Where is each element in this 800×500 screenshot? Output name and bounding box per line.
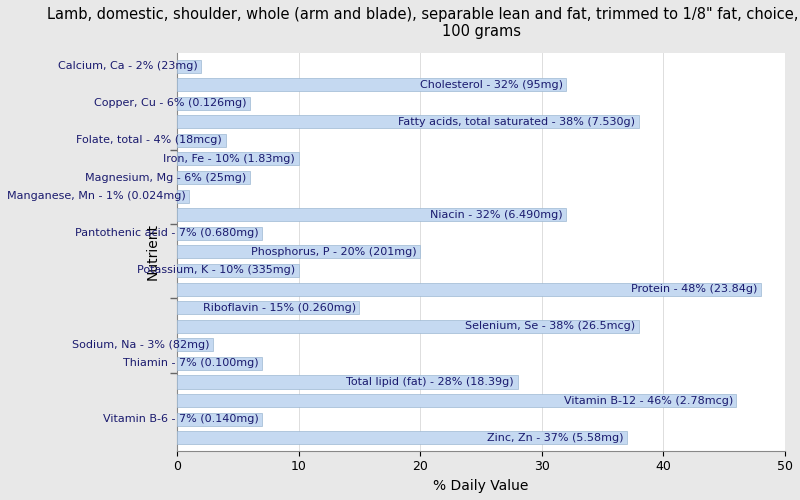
- Text: Fatty acids, total saturated - 38% (7.530g): Fatty acids, total saturated - 38% (7.53…: [398, 117, 635, 127]
- Text: Potassium, K - 10% (335mg): Potassium, K - 10% (335mg): [137, 266, 295, 276]
- Text: Zinc, Zn - 37% (5.58mg): Zinc, Zn - 37% (5.58mg): [487, 433, 623, 443]
- Bar: [177, 227, 262, 240]
- Bar: [177, 116, 639, 128]
- Bar: [177, 394, 737, 407]
- Text: Sodium, Na - 3% (82mg): Sodium, Na - 3% (82mg): [72, 340, 210, 350]
- Bar: [177, 190, 189, 202]
- Bar: [177, 60, 202, 72]
- Bar: [177, 338, 214, 351]
- Text: Phosphorus, P - 20% (201mg): Phosphorus, P - 20% (201mg): [251, 247, 417, 257]
- Text: Vitamin B-12 - 46% (2.78mcg): Vitamin B-12 - 46% (2.78mcg): [563, 396, 733, 406]
- Bar: [177, 432, 627, 444]
- Text: Niacin - 32% (6.490mg): Niacin - 32% (6.490mg): [430, 210, 562, 220]
- Text: Manganese, Mn - 1% (0.024mg): Manganese, Mn - 1% (0.024mg): [6, 191, 186, 201]
- Bar: [177, 357, 262, 370]
- Bar: [177, 134, 226, 147]
- Text: Protein - 48% (23.84g): Protein - 48% (23.84g): [630, 284, 757, 294]
- Text: Cholesterol - 32% (95mg): Cholesterol - 32% (95mg): [419, 80, 562, 90]
- Bar: [177, 152, 298, 166]
- Bar: [177, 282, 761, 296]
- Y-axis label: Nutrient: Nutrient: [146, 224, 160, 280]
- Text: Copper, Cu - 6% (0.126mg): Copper, Cu - 6% (0.126mg): [94, 98, 246, 108]
- Bar: [177, 246, 420, 258]
- X-axis label: % Daily Value: % Daily Value: [434, 479, 529, 493]
- Text: Vitamin B-6 - 7% (0.140mg): Vitamin B-6 - 7% (0.140mg): [102, 414, 258, 424]
- Text: Magnesium, Mg - 6% (25mg): Magnesium, Mg - 6% (25mg): [85, 172, 246, 182]
- Text: Selenium, Se - 38% (26.5mcg): Selenium, Se - 38% (26.5mcg): [466, 321, 635, 331]
- Text: Folate, total - 4% (18mcg): Folate, total - 4% (18mcg): [76, 136, 222, 145]
- Text: Calcium, Ca - 2% (23mg): Calcium, Ca - 2% (23mg): [58, 61, 198, 71]
- Text: Riboflavin - 15% (0.260mg): Riboflavin - 15% (0.260mg): [202, 302, 356, 312]
- Bar: [177, 264, 298, 277]
- Bar: [177, 171, 250, 184]
- Text: Iron, Fe - 10% (1.83mg): Iron, Fe - 10% (1.83mg): [163, 154, 295, 164]
- Title: Lamb, domestic, shoulder, whole (arm and blade), separable lean and fat, trimmed: Lamb, domestic, shoulder, whole (arm and…: [47, 7, 800, 40]
- Bar: [177, 96, 250, 110]
- Text: Thiamin - 7% (0.100mg): Thiamin - 7% (0.100mg): [123, 358, 258, 368]
- Text: Total lipid (fat) - 28% (18.39g): Total lipid (fat) - 28% (18.39g): [346, 377, 514, 387]
- Bar: [177, 208, 566, 221]
- Bar: [177, 376, 518, 388]
- Bar: [177, 320, 639, 332]
- Bar: [177, 78, 566, 91]
- Bar: [177, 301, 359, 314]
- Bar: [177, 412, 262, 426]
- Text: Pantothenic acid - 7% (0.680mg): Pantothenic acid - 7% (0.680mg): [75, 228, 258, 238]
